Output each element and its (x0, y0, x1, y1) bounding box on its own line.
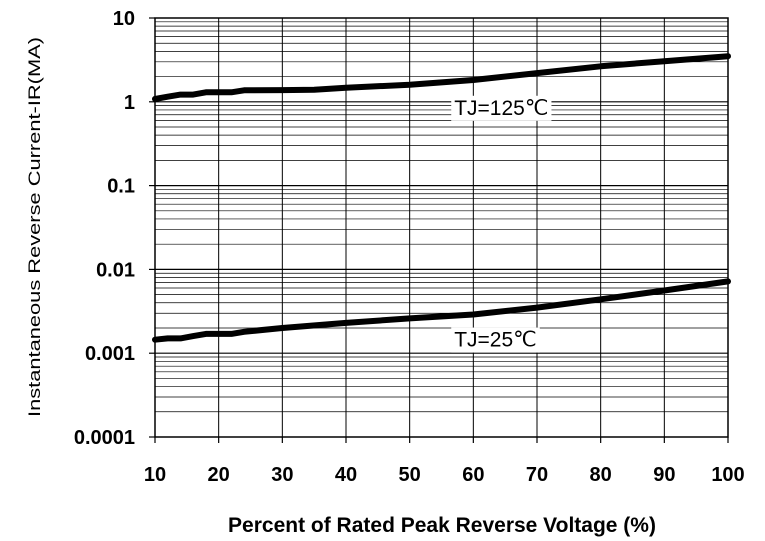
annotation-box (451, 327, 540, 353)
x-tick-label: 20 (208, 464, 230, 486)
y-tick-label: 1 (124, 92, 135, 114)
y-axis-ticks: 0.0001 0.001 0.01 0.1 1 10 (74, 8, 155, 449)
plot-frame (154, 17, 729, 438)
x-tick-label: 100 (711, 464, 744, 486)
x-tick-label: 10 (144, 464, 166, 486)
y-tick-label: 0.1 (107, 176, 135, 198)
x-axis-ticks: 10 20 30 40 50 60 70 80 90 100 (144, 437, 745, 486)
annotation-label: TJ=25℃ (454, 329, 537, 352)
y-tick-label: 10 (113, 8, 135, 30)
x-tick-label: 40 (335, 464, 357, 486)
y-tick-label: 0.001 (85, 343, 135, 365)
series-lines (152, 53, 731, 343)
x-tick-label: 50 (399, 464, 421, 486)
series-line-tj-125 (152, 53, 731, 102)
x-tick-label: 90 (653, 464, 675, 486)
grid (155, 18, 728, 437)
y-axis-label: Instantaneous Reverse Current-IR(MA) (25, 37, 44, 417)
annotation-label: TJ=125℃ (454, 97, 548, 120)
annotation-box (451, 95, 552, 121)
x-tick-label: 30 (271, 464, 293, 486)
x-tick-label: 60 (462, 464, 484, 486)
y-tick-label: 0.0001 (74, 427, 135, 449)
annotations: TJ=125℃ TJ=25℃ (451, 95, 552, 353)
y-tick-label: 0.01 (96, 259, 135, 281)
x-axis-label: Percent of Rated Peak Reverse Voltage (%… (228, 514, 656, 537)
x-tick-label: 70 (526, 464, 548, 486)
x-tick-label: 80 (590, 464, 612, 486)
series-line-tj-25 (152, 278, 731, 343)
